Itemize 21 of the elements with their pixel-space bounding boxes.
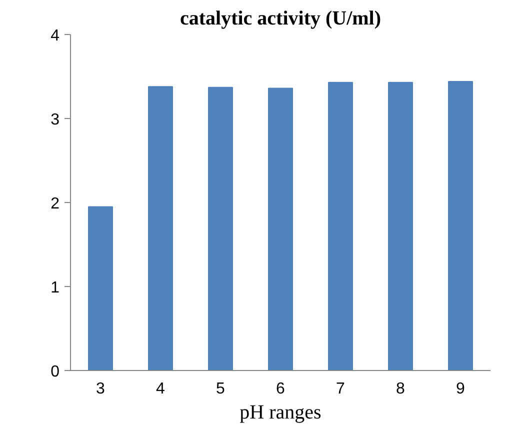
x-tick-label: 4 xyxy=(156,380,166,398)
bar xyxy=(268,88,293,370)
y-tick-label: 2 xyxy=(50,196,60,212)
bar xyxy=(328,82,353,370)
y-tick-label: 0 xyxy=(50,364,60,380)
y-tick-label: 1 xyxy=(50,280,60,296)
chart-title: catalytic activity (U/ml) xyxy=(180,8,382,30)
bar xyxy=(448,81,473,370)
x-tick-label: 5 xyxy=(216,380,226,398)
x-axis-title: pH ranges xyxy=(240,402,322,424)
bar xyxy=(148,86,173,370)
x-tick-label: 7 xyxy=(336,380,346,398)
y-tick-label: 3 xyxy=(50,112,60,128)
y-tick-label: 4 xyxy=(50,28,60,44)
x-tick-label: 8 xyxy=(396,380,406,398)
x-tick-label: 9 xyxy=(456,380,466,398)
bar xyxy=(388,82,413,370)
bar xyxy=(208,86,233,370)
x-tick-label: 3 xyxy=(96,380,106,398)
bar xyxy=(88,206,113,370)
x-tick-label: 6 xyxy=(276,380,286,398)
